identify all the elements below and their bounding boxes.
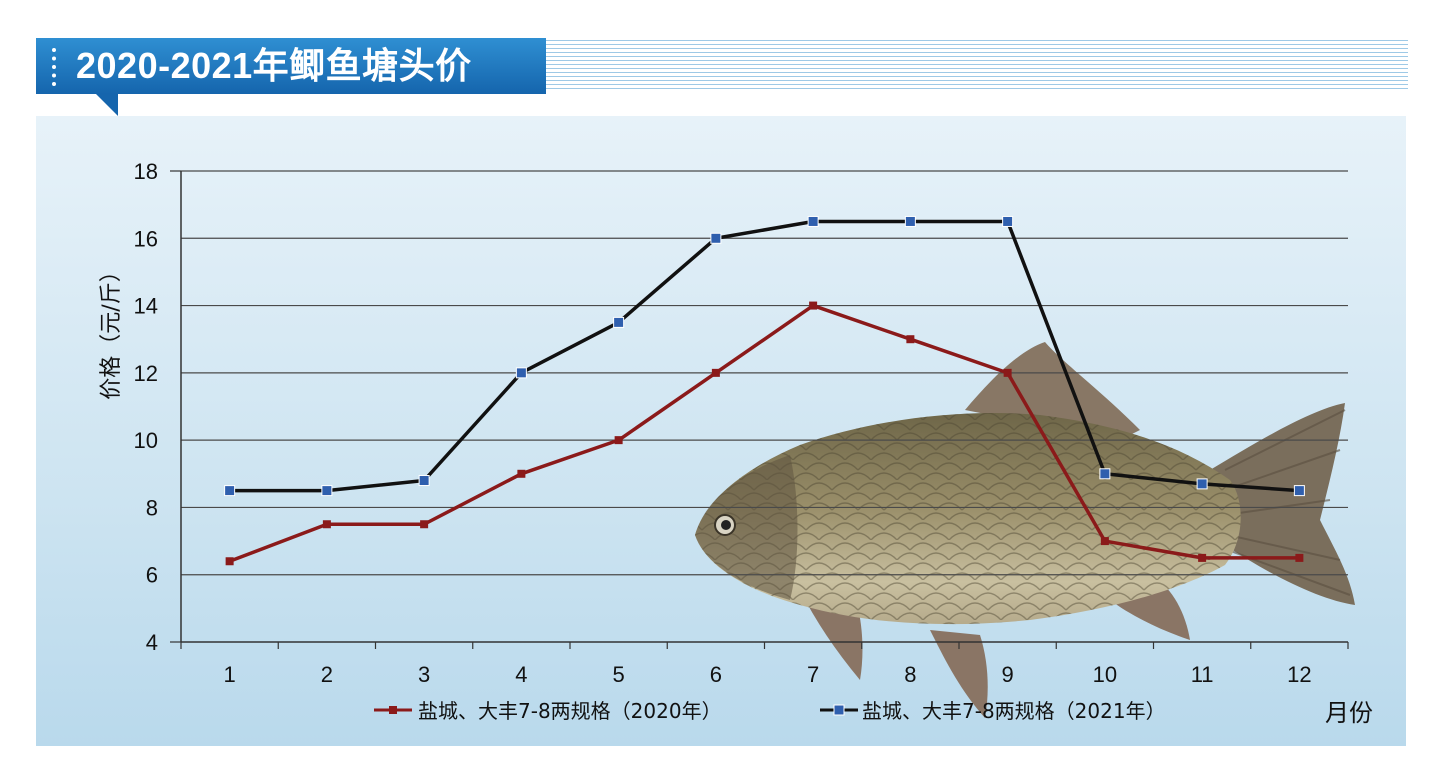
x-tick-label: 10 [1093, 662, 1117, 687]
y-tick-label: 18 [134, 159, 158, 184]
title-banner [36, 38, 546, 94]
series-2020-point [1295, 553, 1304, 562]
crucian-carp-illustration [695, 342, 1355, 718]
series-2020-point [517, 469, 526, 478]
y-tick-label: 16 [134, 226, 158, 251]
y-tick-label: 4 [146, 630, 158, 655]
series-2020-point [420, 520, 429, 529]
series-2021-line [229, 219, 1300, 493]
title-banner-tail [96, 94, 118, 116]
series-2021-point [710, 232, 722, 244]
y-axis-label: 价格（元/斤） [99, 260, 124, 399]
x-tick-label: 4 [515, 662, 527, 687]
series-2021-point [418, 475, 430, 487]
chart-legend: 盐城、大丰7-8两规格（2020年） 盐城、大丰7-8两规格（2021年） [374, 699, 1166, 723]
series-2021-point [321, 485, 333, 497]
page-title: 2020-2021年鲫鱼塘头价 [76, 45, 472, 86]
x-tick-label: 12 [1287, 662, 1311, 687]
legend-label-2021: 盐城、大丰7-8两规格（2021年） [862, 699, 1166, 723]
series-2021-point [1196, 478, 1208, 490]
x-tick-label: 1 [224, 662, 236, 687]
series-2021-point [1293, 485, 1305, 497]
series-2020-point [1100, 537, 1109, 546]
y-tick-label: 12 [134, 361, 158, 386]
chart-panel [36, 116, 1406, 746]
chart-axes [170, 170, 1349, 649]
series-2021-point [1002, 215, 1014, 227]
y-tick-label: 14 [134, 294, 158, 319]
x-tick-label: 7 [807, 662, 819, 687]
series-2020-point [1198, 553, 1207, 562]
chart-gridlines [181, 170, 1348, 576]
series-2020-point [614, 436, 623, 445]
series-2020-point [711, 368, 720, 377]
x-tick-labels: 1 2 3 4 5 6 7 8 9 10 11 12 [224, 662, 1312, 687]
x-tick-label: 6 [710, 662, 722, 687]
x-tick-label: 8 [904, 662, 916, 687]
series-2021-point [613, 316, 625, 328]
x-tick-label: 2 [321, 662, 333, 687]
legend-marker-2021 [833, 704, 845, 716]
x-tick-label: 5 [613, 662, 625, 687]
series-2021-point [807, 215, 819, 227]
series-2020-point [322, 520, 331, 529]
legend-marker-2020 [389, 706, 397, 714]
series-2021-point [1099, 468, 1111, 480]
series-2020-point [1003, 368, 1012, 377]
y-tick-label: 8 [146, 495, 158, 520]
series-2020-point [225, 557, 234, 566]
title-dotted-bar [52, 48, 56, 86]
x-axis-label: 月份 [1325, 699, 1373, 727]
series-2021-point [224, 485, 236, 497]
series-2020-point [906, 335, 915, 344]
series-2021-point [904, 215, 916, 227]
x-tick-label: 9 [1002, 662, 1014, 687]
series-2020-point [809, 301, 818, 310]
y-tick-label: 10 [134, 428, 158, 453]
y-tick-labels: 4 6 8 10 12 14 16 18 [134, 159, 158, 655]
y-tick-label: 6 [146, 563, 158, 588]
series-2020-line [229, 303, 1300, 563]
header-stripe-decoration [520, 40, 1408, 92]
series-2021-point [515, 367, 527, 379]
legend-label-2020: 盐城、大丰7-8两规格（2020年） [418, 699, 722, 723]
x-tick-label: 3 [418, 662, 430, 687]
x-tick-label: 11 [1191, 662, 1214, 687]
chart-series [224, 215, 1305, 566]
